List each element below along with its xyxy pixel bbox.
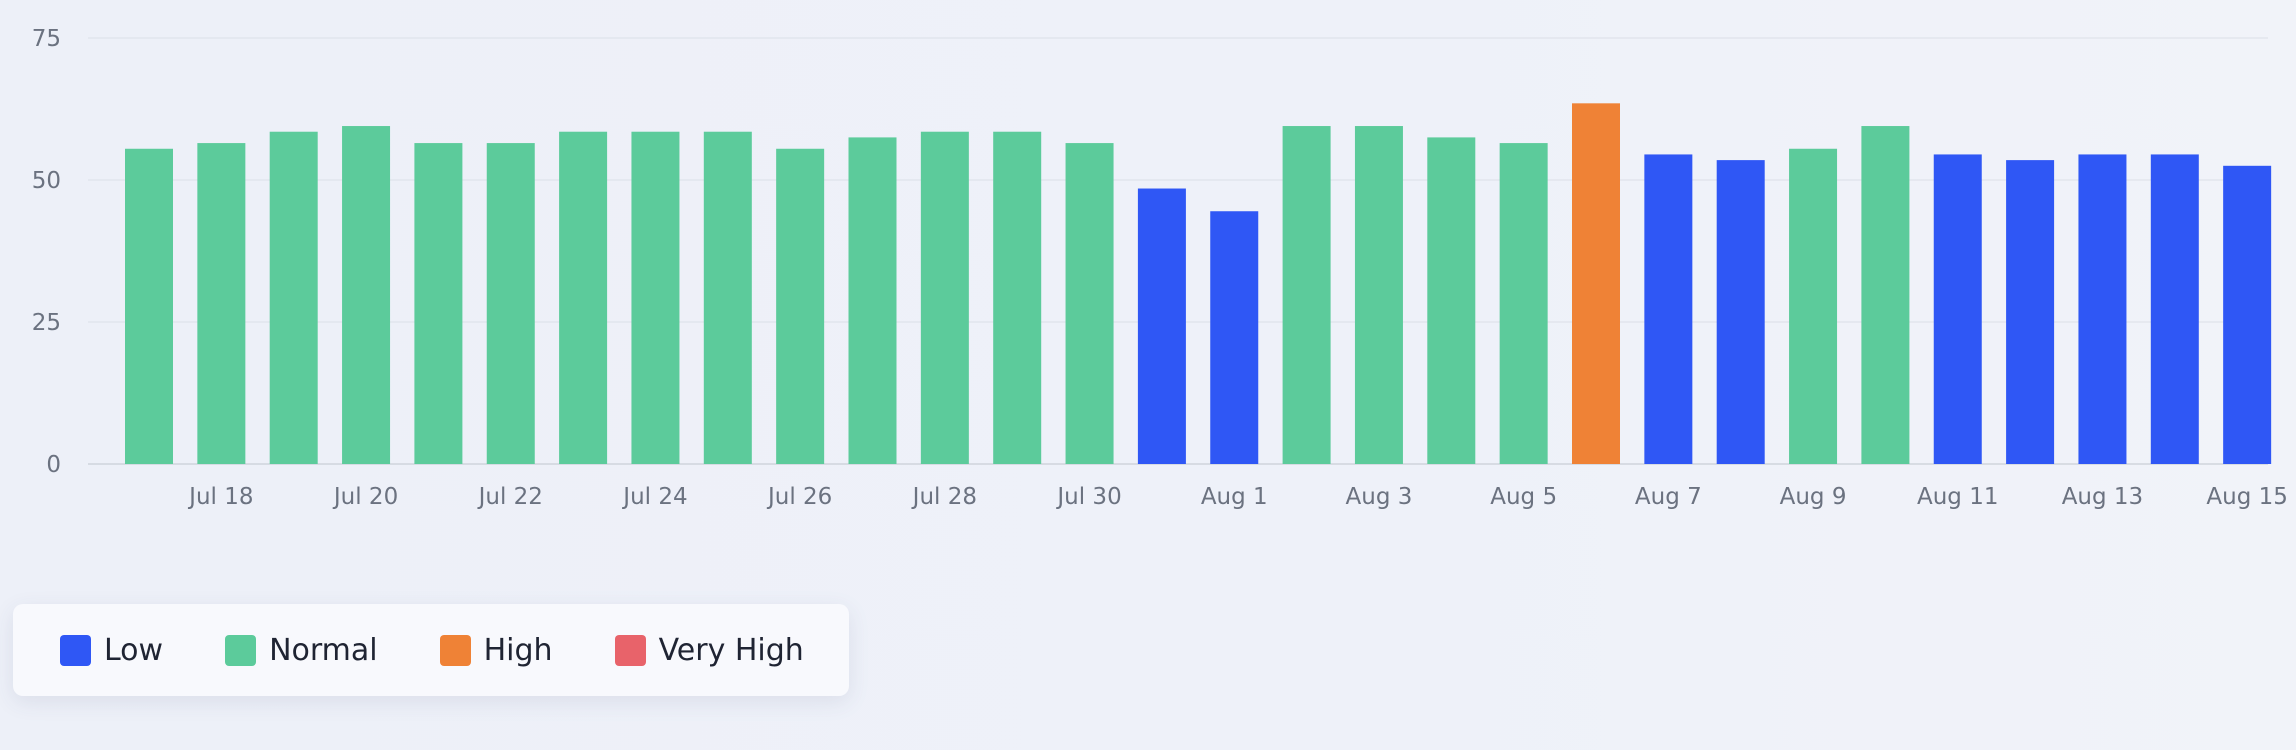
bar-jul-30[interactable] [1065, 143, 1114, 464]
x-tick-label: Jul 18 [187, 484, 253, 510]
x-tick-label: Jul 22 [477, 484, 543, 510]
bar-aug-13[interactable] [2078, 154, 2127, 464]
bar-jul-31[interactable] [1137, 188, 1186, 464]
bar-jul-17[interactable] [125, 148, 173, 464]
x-tick-label: Aug 3 [1346, 484, 1413, 510]
legend-item-normal[interactable]: Normal [225, 633, 378, 668]
bar-aug-10[interactable] [1861, 126, 1910, 464]
bar-jul-21[interactable] [414, 143, 463, 464]
bar-jul-28[interactable] [920, 131, 969, 464]
bar-jul-25[interactable] [703, 131, 752, 464]
legend: Low Normal High Very High [13, 604, 849, 696]
bar-jul-22[interactable] [486, 143, 535, 464]
bar-aug-9[interactable] [1789, 148, 1838, 464]
bar-aug-3[interactable] [1354, 126, 1403, 464]
bar-jul-19[interactable] [269, 131, 318, 464]
bar-aug-11[interactable] [1933, 154, 1982, 464]
bar-jul-29[interactable] [993, 131, 1042, 464]
legend-swatch-low [60, 634, 91, 666]
legend-item-high[interactable]: High [439, 632, 553, 668]
bar-jul-24[interactable] [631, 131, 680, 464]
x-tick-label: Jul 20 [332, 484, 398, 510]
x-tick-label: Aug 1 [1201, 484, 1268, 510]
bar-jul-18[interactable] [197, 143, 246, 464]
x-tick-label: Jul 24 [621, 484, 687, 510]
x-tick-label: Aug 13 [2062, 484, 2144, 510]
bar-aug-5[interactable] [1499, 143, 1548, 464]
legend-item-very-high[interactable]: Very High [614, 632, 804, 668]
y-tick-label: 25 [32, 310, 61, 336]
legend-label-normal: Normal [269, 632, 378, 668]
x-tick-label: Aug 15 [2206, 484, 2288, 510]
bar-aug-7[interactable] [1644, 154, 1693, 464]
x-tick-label: Jul 28 [911, 484, 977, 510]
bar-aug-15[interactable] [2223, 165, 2272, 465]
bar-aug-2[interactable] [1282, 126, 1331, 464]
bar-jul-20[interactable] [342, 126, 391, 464]
bar-jul-27[interactable] [848, 137, 897, 464]
y-axis: 0 25 50 75 [32, 26, 61, 478]
x-tick-label: Jul 30 [1055, 484, 1121, 510]
legend-swatch-very-high [614, 634, 646, 666]
bar-aug-1[interactable] [1210, 211, 1259, 464]
bars [125, 103, 2272, 465]
x-tick-label: Aug 7 [1635, 484, 1702, 510]
x-tick-label: Jul 26 [766, 484, 832, 510]
legend-label-very-high: Very High [658, 632, 804, 668]
x-tick-label: Aug 9 [1780, 484, 1847, 510]
x-axis: Jul 18 Jul 20 Jul 22 Jul 24 Jul 26 Jul 28 Jul … [187, 484, 2288, 510]
legend-swatch-normal [225, 634, 257, 666]
legend-item-low[interactable]: Low [60, 633, 163, 668]
y-tick-label: 50 [32, 168, 61, 194]
legend-label-high: High [483, 632, 553, 668]
y-tick-label: 0 [46, 452, 61, 478]
x-tick-label: Aug 11 [1917, 484, 1999, 510]
y-tick-label: 75 [32, 26, 61, 52]
bar-aug-4[interactable] [1427, 137, 1476, 464]
bar-jul-23[interactable] [559, 131, 608, 464]
bar-aug-12[interactable] [2006, 160, 2055, 464]
legend-swatch-high [439, 634, 471, 666]
bar-aug-8[interactable] [1716, 160, 1765, 464]
x-tick-label: Aug 5 [1490, 484, 1557, 510]
bar-jul-26[interactable] [776, 148, 825, 464]
bar-aug-14[interactable] [2150, 154, 2199, 464]
bar-aug-6[interactable] [1572, 103, 1620, 464]
legend-label-low: Low [104, 632, 164, 668]
